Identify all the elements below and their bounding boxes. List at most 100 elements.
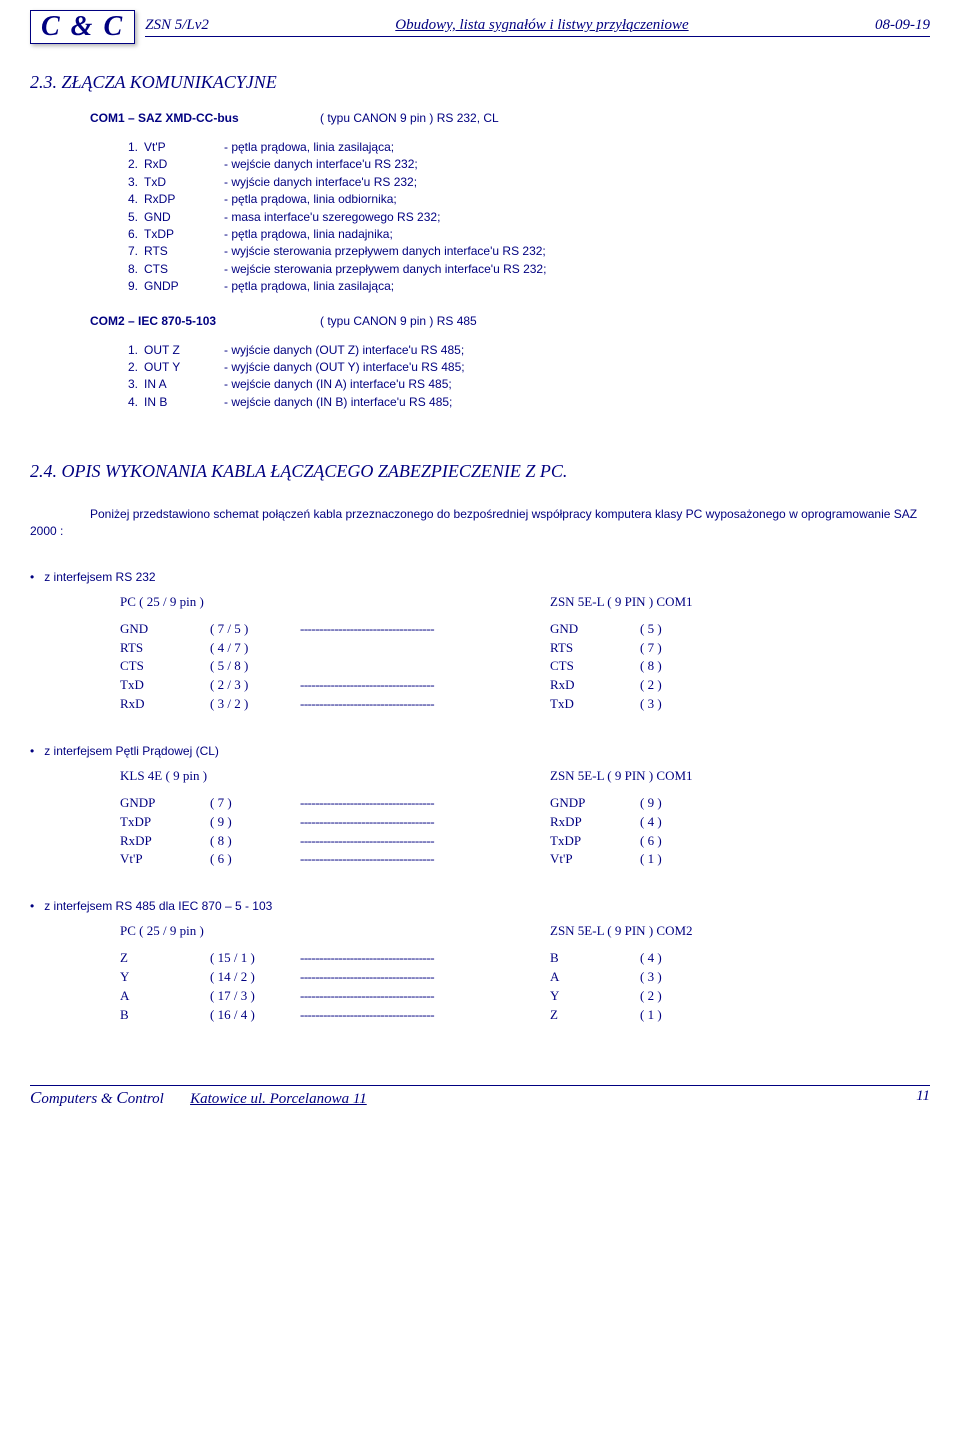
conn-header-left: KLS 4E ( 9 pin ) [120, 768, 550, 784]
conn-table: GND( 7 / 5 ) ----------------------------… [120, 620, 930, 714]
conn-c4: TxD [550, 695, 640, 714]
conn-c1: TxDP [120, 813, 210, 832]
pin-num: 1. [120, 139, 144, 156]
pin-desc: - wejście sterowania przepływem danych i… [224, 261, 930, 278]
pin-name: TxDP [144, 226, 224, 243]
conn-dash: ----------------------------------- [300, 695, 550, 714]
conn-c1: GND [120, 620, 210, 639]
section-2-4-intro: Poniżej przedstawiono schemat połączeń k… [30, 506, 930, 540]
conn-dash: ----------------------------------- [300, 987, 550, 1006]
conn-row: RxDP( 8 )-------------------------------… [120, 832, 930, 851]
interface-bullet: z interfejsem Pętli Prądowej (CL) [30, 744, 930, 758]
pin-desc: - masa interface'u szeregowego RS 232; [224, 209, 930, 226]
pin-row: 7.RTS- wyjście sterowania przepływem dan… [120, 243, 930, 260]
conn-dash: ----------------------------------- [300, 968, 550, 987]
page-header: C & C ZSN 5/Lv2 Obudowy, lista sygnałów … [30, 10, 930, 44]
pin-row: 4.IN B- wejście danych (IN B) interface'… [120, 394, 930, 411]
conn-c1: TxD [120, 676, 210, 695]
com2-pin-list: 1.OUT Z- wyjście danych (OUT Z) interfac… [120, 342, 930, 412]
pin-num: 6. [120, 226, 144, 243]
conn-c4: TxDP [550, 832, 640, 851]
com1-type: ( typu CANON 9 pin ) RS 232, CL [320, 111, 499, 125]
header-text: ZSN 5/Lv2 Obudowy, lista sygnałów i list… [145, 17, 930, 37]
conn-dash: ----------------------------------- [300, 676, 550, 695]
conn-c1: RxD [120, 695, 210, 714]
conn-c4: CTS [550, 657, 640, 676]
conn-c4: RxD [550, 676, 640, 695]
conn-row: Z( 15 / 1 )-----------------------------… [120, 949, 930, 968]
conn-c4: A [550, 968, 640, 987]
pin-num: 5. [120, 209, 144, 226]
conn-c1: B [120, 1006, 210, 1025]
conn-c2: ( 2 / 3 ) [210, 676, 300, 695]
pin-row: 1.OUT Z- wyjście danych (OUT Z) interfac… [120, 342, 930, 359]
conn-row: RxD( 3 / 2 )----------------------------… [120, 695, 930, 714]
conn-row: Y( 14 / 2 )-----------------------------… [120, 968, 930, 987]
conn-c2: ( 9 ) [210, 813, 300, 832]
pin-row: 3.IN A- wejście danych (IN A) interface'… [120, 376, 930, 393]
pin-desc: - wyjście danych (OUT Y) interface'u RS … [224, 359, 930, 376]
footer-address: Katowice ul. Porcelanowa 11 [190, 1091, 367, 1107]
conn-row: TxDP( 9 )-------------------------------… [120, 813, 930, 832]
page-footer: Computers & Control Katowice ul. Porcela… [30, 1085, 930, 1108]
conn-c4: GNDP [550, 794, 640, 813]
com2-type: ( typu CANON 9 pin ) RS 485 [320, 314, 477, 328]
pin-num: 7. [120, 243, 144, 260]
conn-header-right: ZSN 5E-L ( 9 PIN ) COM1 [550, 768, 693, 784]
pin-num: 8. [120, 261, 144, 278]
conn-c5: ( 9 ) [640, 794, 700, 813]
conn-c1: RTS [120, 639, 210, 658]
pin-desc: - wejście danych (IN A) interface'u RS 4… [224, 376, 930, 393]
pin-num: 3. [120, 376, 144, 393]
conn-c5: ( 1 ) [640, 1006, 700, 1025]
pin-row: 3.TxD- wyjście danych interface'u RS 232… [120, 174, 930, 191]
conn-header: PC ( 25 / 9 pin )ZSN 5E-L ( 9 PIN ) COM1 [120, 594, 930, 610]
conn-c2: ( 7 / 5 ) [210, 620, 300, 639]
conn-header: PC ( 25 / 9 pin )ZSN 5E-L ( 9 PIN ) COM2 [120, 923, 930, 939]
com1-row: COM1 – SAZ XMD-CC-bus ( typu CANON 9 pin… [90, 111, 930, 125]
interface-bullet: z interfejsem RS 485 dla IEC 870 – 5 - 1… [30, 899, 930, 913]
interface-bullet: z interfejsem RS 232 [30, 570, 930, 584]
conn-c5: ( 1 ) [640, 850, 700, 869]
conn-c2: ( 4 / 7 ) [210, 639, 300, 658]
conn-table: Z( 15 / 1 )-----------------------------… [120, 949, 930, 1024]
conn-c5: ( 4 ) [640, 813, 700, 832]
pin-name: Vt'P [144, 139, 224, 156]
footer-brand-r2: ontrol [128, 1091, 164, 1107]
com1-label: COM1 – SAZ XMD-CC-bus [90, 111, 320, 125]
conn-c2: ( 15 / 1 ) [210, 949, 300, 968]
pin-num: 4. [120, 191, 144, 208]
conn-c5: ( 5 ) [640, 620, 700, 639]
conn-row: A( 17 / 3 )-----------------------------… [120, 987, 930, 1006]
pin-name: RTS [144, 243, 224, 260]
conn-c5: ( 7 ) [640, 639, 700, 658]
conn-c1: Vt'P [120, 850, 210, 869]
pin-row: 1.Vt'P- pętla prądowa, linia zasilająca; [120, 139, 930, 156]
conn-dash: ----------------------------------- [300, 813, 550, 832]
pin-num: 4. [120, 394, 144, 411]
pin-row: 9.GNDP- pętla prądowa, linia zasilająca; [120, 278, 930, 295]
pin-row: 4.RxDP- pętla prądowa, linia odbiornika; [120, 191, 930, 208]
conn-c2: ( 5 / 8 ) [210, 657, 300, 676]
conn-c2: ( 17 / 3 ) [210, 987, 300, 1006]
pin-desc: - pętla prądowa, linia nadajnika; [224, 226, 930, 243]
header-date: 08-09-19 [875, 17, 930, 34]
conn-row: Vt'P( 6 )-------------------------------… [120, 850, 930, 869]
footer-page: 11 [916, 1088, 930, 1108]
conn-c2: ( 8 ) [210, 832, 300, 851]
conn-c4: Y [550, 987, 640, 1006]
conn-dash: ----------------------------------- [300, 949, 550, 968]
conn-header-right: ZSN 5E-L ( 9 PIN ) COM2 [550, 923, 693, 939]
footer-brand-r1: omputers & [41, 1091, 116, 1107]
pin-desc: - wyjście danych interface'u RS 232; [224, 174, 930, 191]
conn-header-left: PC ( 25 / 9 pin ) [120, 594, 550, 610]
section-2-4-title: 2.4. OPIS WYKONANIA KABLA ŁĄCZĄCEGO ZABE… [30, 461, 930, 482]
conn-c4: RxDP [550, 813, 640, 832]
pin-name: OUT Z [144, 342, 224, 359]
conn-dash [300, 657, 550, 676]
pin-name: GND [144, 209, 224, 226]
header-title: Obudowy, lista sygnałów i listwy przyłąc… [395, 17, 688, 34]
conn-row: B( 16 / 4 )-----------------------------… [120, 1006, 930, 1025]
pin-num: 9. [120, 278, 144, 295]
conn-c1: A [120, 987, 210, 1006]
